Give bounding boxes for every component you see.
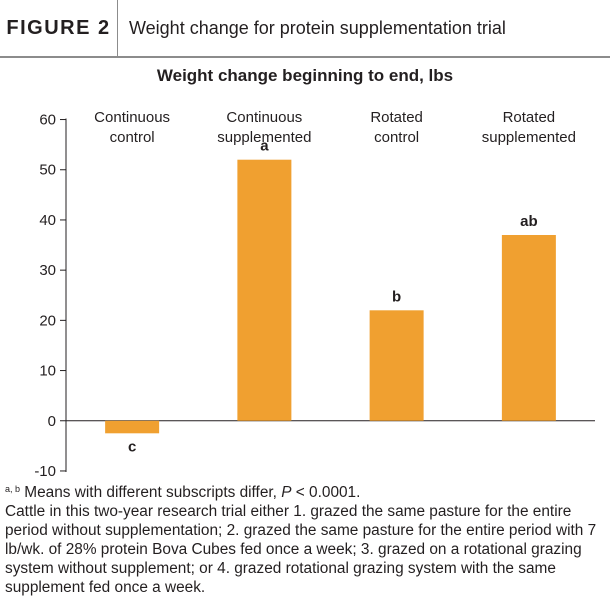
category-label: supplemented	[217, 129, 311, 146]
footnote-significance: a, b Means with different subscripts dif…	[5, 480, 605, 502]
category-label: Rotated	[370, 109, 423, 126]
figure-title: Weight change for protein supplementatio…	[129, 17, 506, 38]
figure-header: FIGURE 2 Weight change for protein suppl…	[0, 0, 610, 56]
y-tick-label: 40	[39, 212, 56, 229]
y-tick-label: 50	[39, 162, 56, 179]
figure-label: FIGURE 2	[6, 16, 111, 39]
y-tick-label: 20	[39, 312, 56, 329]
footnote-body: Cattle in this two-year research trial e…	[5, 503, 597, 596]
category-label: supplemented	[482, 129, 576, 146]
bar-label: a	[260, 138, 269, 155]
bar	[105, 420, 160, 434]
y-tick-label: -10	[34, 463, 56, 480]
bar-label: c	[128, 438, 136, 455]
y-tick-label: 10	[39, 363, 56, 380]
footnote-p-value: < 0.0001.	[295, 484, 361, 501]
category-label: Rotated	[503, 109, 556, 126]
category-label: control	[374, 129, 419, 146]
footnote-superscripts: a, b	[5, 484, 21, 494]
bar-chart: 60 50 40 30 20 10 0 -10 Continuous control c Contin…	[34, 109, 595, 480]
bar-label: b	[392, 288, 401, 305]
y-tick-label: 60	[39, 112, 56, 129]
footnote: a, b Means with different subscripts dif…	[5, 480, 605, 597]
category-label: control	[110, 129, 155, 146]
header-rule	[0, 56, 610, 58]
bar-label: ab	[520, 213, 538, 230]
footnote-p-symbol: P	[281, 484, 292, 501]
bar	[369, 310, 424, 421]
bar	[501, 235, 556, 421]
category-label: Continuous	[94, 109, 170, 126]
chart-title: Weight change beginning to end, lbs	[156, 66, 454, 85]
header-divider	[117, 0, 118, 56]
category-label: Continuous	[226, 109, 302, 126]
footnote-significance-text: Means with different subscripts differ,	[24, 484, 277, 501]
y-tick-label: 0	[48, 413, 56, 430]
y-tick-label: 30	[39, 262, 56, 279]
bar	[237, 159, 292, 421]
